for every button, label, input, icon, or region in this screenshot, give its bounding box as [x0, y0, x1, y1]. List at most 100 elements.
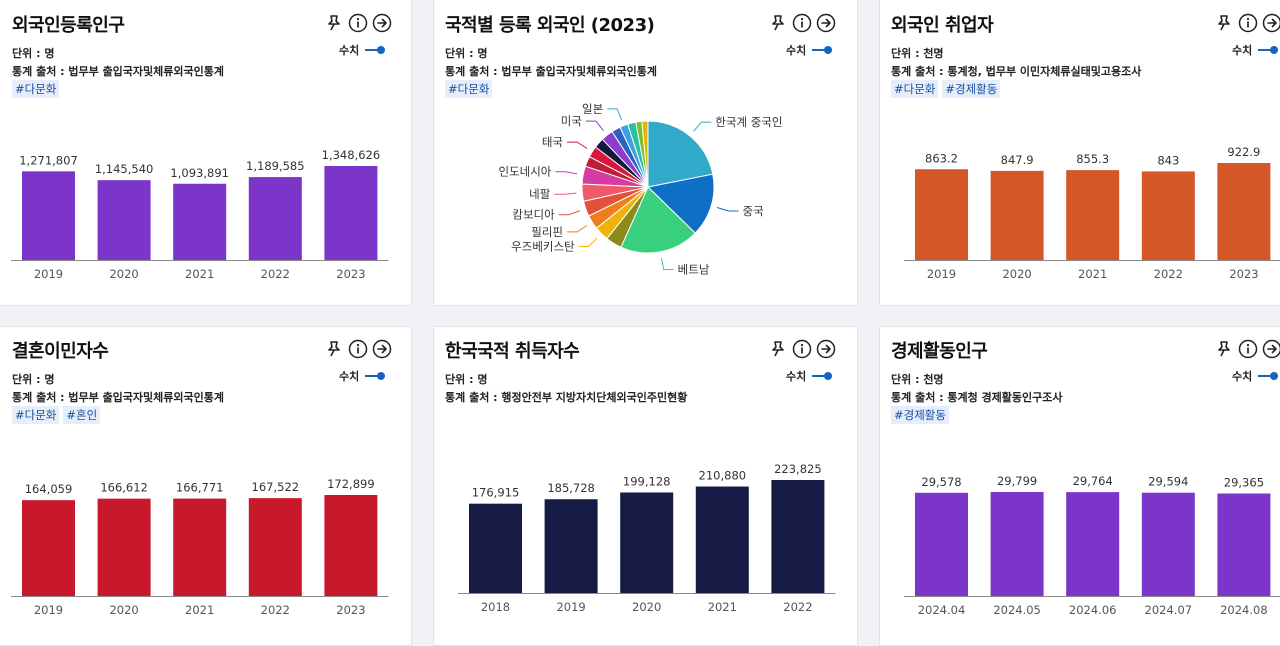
data-label: 176,915 — [472, 486, 520, 500]
pie-leader-line — [586, 121, 603, 130]
x-tick-label: 2022 — [1154, 267, 1183, 281]
bar[interactable] — [173, 499, 226, 596]
pie-label: 미국 — [561, 114, 582, 128]
data-label: 843 — [1157, 153, 1179, 167]
pie-leader-line — [559, 211, 580, 215]
x-tick-label: 2024.06 — [1069, 603, 1117, 617]
data-label: 167,522 — [252, 480, 300, 494]
data-label: 164,059 — [25, 482, 73, 496]
chart: 176,9152018185,7282019199,1282020210,880… — [434, 327, 858, 646]
pie-leader-line — [694, 122, 712, 131]
x-tick-label: 2024.07 — [1145, 603, 1193, 617]
pie-leader-line — [554, 193, 576, 194]
data-label: 1,145,540 — [95, 162, 154, 176]
x-tick-label: 2019 — [927, 267, 956, 281]
bar[interactable] — [991, 171, 1044, 260]
data-label: 1,348,626 — [322, 148, 381, 162]
x-tick-label: 2019 — [34, 267, 63, 281]
pie-label: 태국 — [542, 135, 563, 149]
x-tick-label: 2020 — [632, 600, 661, 614]
x-tick-label: 2020 — [109, 603, 138, 617]
x-tick-label: 2024.04 — [918, 603, 966, 617]
pie-label: 네팔 — [529, 187, 551, 201]
chart: 863.22019847.92020855.320218432022922.92… — [880, 0, 1280, 306]
data-label: 166,612 — [100, 481, 148, 495]
pie-leader-line — [661, 258, 673, 270]
pie-leader-line — [579, 238, 597, 246]
pie-label: 일본 — [582, 102, 603, 116]
bar[interactable] — [469, 504, 522, 593]
bar[interactable] — [324, 166, 377, 260]
bar[interactable] — [249, 177, 302, 260]
bar[interactable] — [915, 169, 968, 260]
data-label: 29,578 — [921, 475, 961, 489]
x-tick-label: 2022 — [261, 267, 290, 281]
pie-leader-line — [717, 208, 739, 211]
chart: 1,271,807 2019 1,145,540 2020 1,093,891 2021 1… — [0, 0, 412, 306]
pie-leader-line — [567, 142, 587, 148]
x-tick-label: 2022 — [261, 603, 290, 617]
x-tick-label: 2020 — [109, 267, 138, 281]
bar[interactable] — [1217, 163, 1270, 260]
bar[interactable] — [696, 487, 749, 593]
bar[interactable] — [545, 499, 598, 593]
bar[interactable] — [1217, 494, 1270, 596]
data-label: 847.9 — [1001, 153, 1034, 167]
pie-label: 한국계 중국인 — [715, 115, 782, 129]
data-label: 863.2 — [925, 151, 958, 165]
data-label: 29,594 — [1148, 475, 1188, 489]
bar[interactable] — [1066, 170, 1119, 260]
pie-label: 인도네시아 — [498, 165, 551, 179]
data-label: 199,128 — [623, 474, 671, 488]
data-label: 1,189,585 — [246, 159, 305, 173]
x-tick-label: 2023 — [1229, 267, 1258, 281]
chart: 29,578 2024.04 29,799 2024.05 29,764 2024.06 2… — [880, 327, 1280, 646]
bar[interactable] — [98, 180, 151, 260]
x-tick-label: 2021 — [185, 603, 214, 617]
pie-label: 중국 — [743, 204, 764, 218]
x-tick-label: 2021 — [185, 267, 214, 281]
bar[interactable] — [22, 500, 75, 596]
data-label: 29,764 — [1073, 474, 1113, 488]
bar[interactable] — [620, 492, 673, 593]
x-tick-label: 2019 — [556, 600, 585, 614]
data-label: 922.9 — [1227, 145, 1260, 159]
bar[interactable] — [249, 498, 302, 596]
pie-label: 베트남 — [678, 263, 710, 277]
pie-label: 필리핀 — [531, 225, 563, 239]
bar[interactable] — [324, 495, 377, 596]
data-label: 1,093,891 — [170, 166, 229, 180]
bar[interactable] — [771, 480, 824, 593]
bar[interactable] — [915, 493, 968, 596]
x-tick-label: 2024.05 — [993, 603, 1041, 617]
data-label: 29,799 — [997, 474, 1037, 488]
x-tick-label: 2023 — [336, 267, 365, 281]
data-label: 185,728 — [547, 481, 595, 495]
x-tick-label: 2020 — [1002, 267, 1031, 281]
bar[interactable] — [1142, 493, 1195, 596]
bar[interactable] — [991, 492, 1044, 596]
pie-leader-line — [567, 226, 587, 232]
bar[interactable] — [1066, 492, 1119, 596]
x-tick-label: 2019 — [34, 603, 63, 617]
x-tick-label: 2021 — [708, 600, 737, 614]
bar[interactable] — [98, 499, 151, 596]
data-label: 855.3 — [1076, 152, 1109, 166]
x-tick-label: 2022 — [783, 600, 812, 614]
pie-label: 우즈베키스탄 — [511, 239, 575, 253]
bar[interactable] — [22, 171, 75, 260]
data-label: 1,271,807 — [19, 153, 78, 167]
pie-leader-line — [555, 172, 577, 174]
bar[interactable] — [173, 184, 226, 260]
pie-label: 캄보디아 — [512, 208, 555, 222]
data-label: 223,825 — [774, 462, 822, 476]
bar[interactable] — [1142, 171, 1195, 260]
x-tick-label: 2024.08 — [1220, 603, 1268, 617]
